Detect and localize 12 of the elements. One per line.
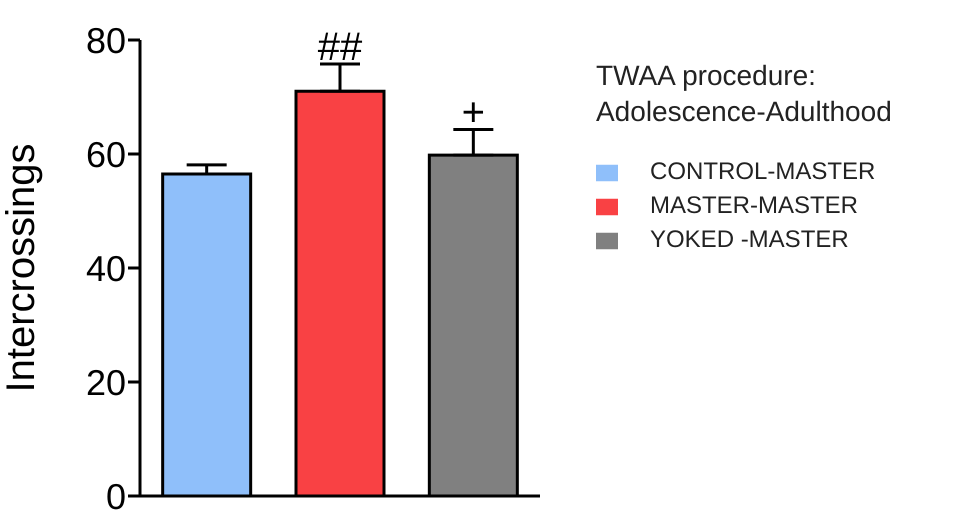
legend-label: CONTROL-MASTER [650, 158, 876, 185]
y-tick-label: 20 [86, 362, 126, 403]
y-axis-title: Intercrossings [0, 144, 44, 392]
y-tick-label: 40 [86, 248, 126, 289]
annotation: + [462, 90, 486, 134]
y-tick-label: 0 [106, 476, 126, 516]
annotation: ## [318, 24, 363, 69]
legend-title: TWAA procedure: Adolescence-Adulthood [596, 59, 892, 129]
y-tick-label: 80 [86, 20, 126, 61]
legend-label: MASTER-MASTER [650, 192, 858, 219]
y-tick-label: 60 [86, 134, 126, 175]
legend-label: YOKED -MASTER [650, 226, 849, 253]
